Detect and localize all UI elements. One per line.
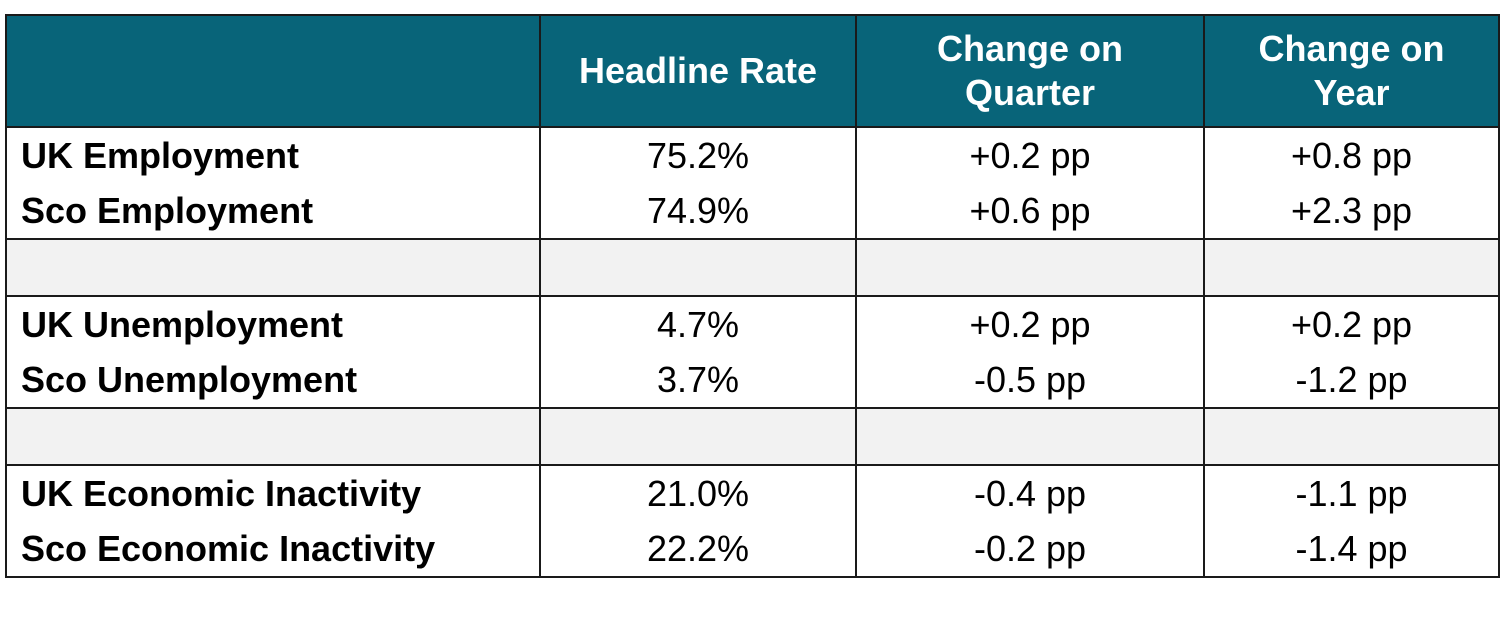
header-empty: [5, 14, 541, 128]
labour-market-table: Headline Rate Change on Quarter Change o…: [5, 14, 1500, 578]
row-label: Sco Employment: [5, 183, 541, 240]
headline-rate-value: 74.9%: [539, 183, 857, 240]
row-label: UK Employment: [5, 126, 541, 183]
change-on-year-value: -1.4 pp: [1203, 521, 1500, 578]
change-on-quarter-value: +0.2 pp: [855, 126, 1205, 183]
table-row: UK Economic Inactivity 21.0% -0.4 pp -1.…: [5, 464, 1500, 521]
table-row: Sco Unemployment 3.7% -0.5 pp -1.2 pp: [5, 352, 1500, 409]
spacer-cell: [5, 238, 541, 297]
table-row: UK Employment 75.2% +0.2 pp +0.8 pp: [5, 126, 1500, 183]
table-row: Sco Employment 74.9% +0.6 pp +2.3 pp: [5, 183, 1500, 240]
change-on-year-value: +0.8 pp: [1203, 126, 1500, 183]
spacer-cell: [855, 238, 1205, 297]
spacer-row: [5, 407, 1500, 466]
spacer-cell: [539, 407, 857, 466]
change-on-quarter-value: +0.6 pp: [855, 183, 1205, 240]
row-label: UK Economic Inactivity: [5, 464, 541, 521]
change-on-year-value: +0.2 pp: [1203, 295, 1500, 352]
change-on-year-value: -1.1 pp: [1203, 464, 1500, 521]
change-on-quarter-value: -0.5 pp: [855, 352, 1205, 409]
header-change-on-year: Change on Year: [1203, 14, 1500, 128]
table-row: UK Unemployment 4.7% +0.2 pp +0.2 pp: [5, 295, 1500, 352]
header-row: Headline Rate Change on Quarter Change o…: [5, 14, 1500, 128]
headline-rate-value: 3.7%: [539, 352, 857, 409]
change-on-quarter-value: -0.4 pp: [855, 464, 1205, 521]
change-on-quarter-value: +0.2 pp: [855, 295, 1205, 352]
spacer-cell: [1203, 407, 1500, 466]
row-label: UK Unemployment: [5, 295, 541, 352]
spacer-cell: [855, 407, 1205, 466]
change-on-year-value: -1.2 pp: [1203, 352, 1500, 409]
headline-rate-value: 21.0%: [539, 464, 857, 521]
header-change-on-quarter: Change on Quarter: [855, 14, 1205, 128]
table-row: Sco Economic Inactivity 22.2% -0.2 pp -1…: [5, 521, 1500, 578]
headline-rate-value: 75.2%: [539, 126, 857, 183]
headline-rate-value: 4.7%: [539, 295, 857, 352]
spacer-cell: [539, 238, 857, 297]
spacer-row: [5, 238, 1500, 297]
table-body: UK Employment 75.2% +0.2 pp +0.8 pp Sco …: [5, 126, 1500, 578]
header-headline-rate: Headline Rate: [539, 14, 857, 128]
change-on-year-value: +2.3 pp: [1203, 183, 1500, 240]
headline-rate-value: 22.2%: [539, 521, 857, 578]
spacer-cell: [5, 407, 541, 466]
row-label: Sco Unemployment: [5, 352, 541, 409]
spacer-cell: [1203, 238, 1500, 297]
table-header: Headline Rate Change on Quarter Change o…: [5, 14, 1500, 128]
row-label: Sco Economic Inactivity: [5, 521, 541, 578]
change-on-quarter-value: -0.2 pp: [855, 521, 1205, 578]
